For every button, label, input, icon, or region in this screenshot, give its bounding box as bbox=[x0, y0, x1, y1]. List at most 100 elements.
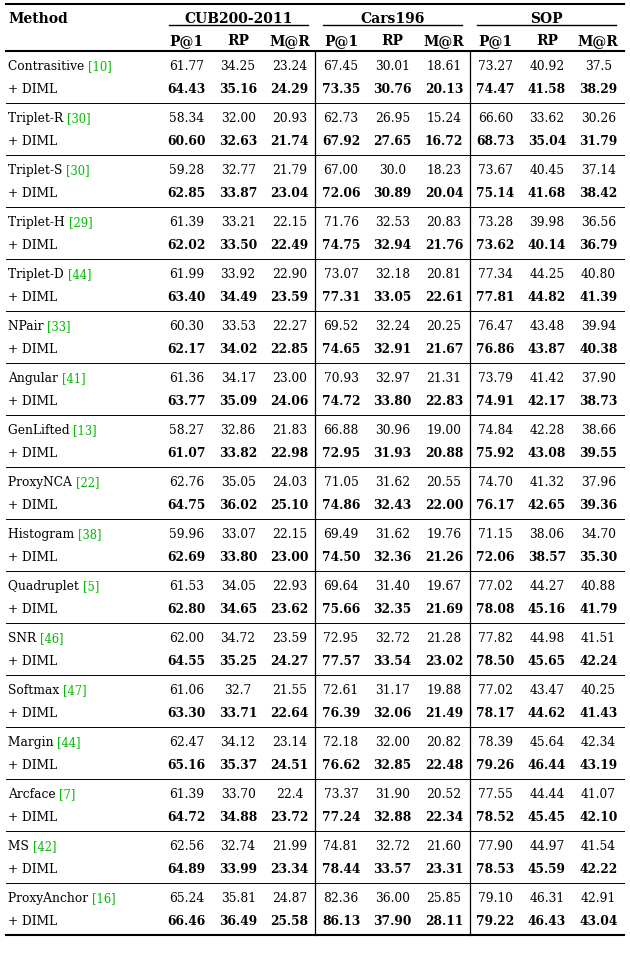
Text: 42.34: 42.34 bbox=[581, 735, 616, 748]
Text: 20.52: 20.52 bbox=[427, 787, 462, 800]
Text: 60.30: 60.30 bbox=[169, 320, 204, 332]
Text: 65.16: 65.16 bbox=[168, 758, 206, 771]
Text: 42.22: 42.22 bbox=[579, 862, 617, 875]
Text: + DIML: + DIML bbox=[8, 706, 57, 719]
Text: 36.56: 36.56 bbox=[581, 216, 616, 229]
Text: 72.95: 72.95 bbox=[323, 632, 358, 644]
Text: 69.64: 69.64 bbox=[323, 579, 358, 592]
Text: 22.61: 22.61 bbox=[425, 291, 463, 303]
Text: 63.30: 63.30 bbox=[168, 706, 206, 719]
Text: 63.77: 63.77 bbox=[168, 394, 206, 408]
Text: 37.96: 37.96 bbox=[581, 476, 616, 488]
Text: 23.02: 23.02 bbox=[425, 654, 463, 668]
Text: 74.75: 74.75 bbox=[322, 238, 360, 252]
Text: 23.00: 23.00 bbox=[270, 550, 309, 563]
Text: 67.92: 67.92 bbox=[322, 135, 360, 148]
Text: 21.99: 21.99 bbox=[272, 839, 307, 852]
Text: 73.62: 73.62 bbox=[476, 238, 515, 252]
Text: 60.60: 60.60 bbox=[168, 135, 206, 148]
Text: 41.43: 41.43 bbox=[579, 706, 617, 719]
Text: 74.72: 74.72 bbox=[322, 394, 360, 408]
Text: 43.19: 43.19 bbox=[579, 758, 617, 771]
Text: 21.55: 21.55 bbox=[272, 683, 307, 697]
Text: 75.66: 75.66 bbox=[322, 603, 360, 615]
Text: 23.59: 23.59 bbox=[272, 632, 307, 644]
Text: 77.90: 77.90 bbox=[478, 839, 513, 852]
Text: 38.57: 38.57 bbox=[528, 550, 566, 563]
Text: 78.08: 78.08 bbox=[476, 603, 515, 615]
Text: 32.91: 32.91 bbox=[374, 343, 411, 356]
Text: [42]: [42] bbox=[33, 839, 56, 852]
Text: [29]: [29] bbox=[69, 216, 92, 229]
Text: 76.47: 76.47 bbox=[478, 320, 513, 332]
Text: 32.86: 32.86 bbox=[220, 423, 256, 437]
Text: 74.91: 74.91 bbox=[476, 394, 515, 408]
Text: 22.00: 22.00 bbox=[425, 498, 463, 512]
Text: 33.82: 33.82 bbox=[219, 447, 257, 459]
Text: 62.69: 62.69 bbox=[168, 550, 206, 563]
Text: 40.25: 40.25 bbox=[581, 683, 616, 697]
Text: 21.49: 21.49 bbox=[425, 706, 463, 719]
Text: 72.95: 72.95 bbox=[322, 447, 360, 459]
Text: 86.13: 86.13 bbox=[322, 914, 360, 927]
Text: 32.43: 32.43 bbox=[374, 498, 411, 512]
Text: + DIML: + DIML bbox=[8, 394, 57, 408]
Text: 23.24: 23.24 bbox=[272, 60, 307, 73]
Text: 22.64: 22.64 bbox=[270, 706, 309, 719]
Text: 39.98: 39.98 bbox=[529, 216, 564, 229]
Text: 22.15: 22.15 bbox=[272, 216, 307, 229]
Text: 77.57: 77.57 bbox=[322, 654, 360, 668]
Text: 72.06: 72.06 bbox=[322, 187, 360, 200]
Text: 77.02: 77.02 bbox=[478, 683, 513, 697]
Text: 74.81: 74.81 bbox=[323, 839, 358, 852]
Text: ProxyNCA: ProxyNCA bbox=[8, 476, 76, 488]
Text: 65.24: 65.24 bbox=[169, 891, 204, 904]
Text: 32.72: 32.72 bbox=[375, 839, 410, 852]
Text: 33.21: 33.21 bbox=[220, 216, 256, 229]
Text: 40.88: 40.88 bbox=[581, 579, 616, 592]
Text: [46]: [46] bbox=[40, 632, 64, 644]
Text: 41.07: 41.07 bbox=[581, 787, 616, 800]
Text: Cars196: Cars196 bbox=[360, 12, 425, 26]
Text: 62.76: 62.76 bbox=[169, 476, 204, 488]
Text: 41.79: 41.79 bbox=[579, 603, 617, 615]
Text: NPair: NPair bbox=[8, 320, 47, 332]
Text: 22.98: 22.98 bbox=[270, 447, 309, 459]
Text: 33.62: 33.62 bbox=[529, 112, 564, 125]
Text: MS: MS bbox=[8, 839, 33, 852]
Text: 42.17: 42.17 bbox=[528, 394, 566, 408]
Text: 33.71: 33.71 bbox=[219, 706, 257, 719]
Text: 32.24: 32.24 bbox=[375, 320, 410, 332]
Text: 32.88: 32.88 bbox=[374, 810, 411, 823]
Text: 73.79: 73.79 bbox=[478, 372, 513, 385]
Text: 35.16: 35.16 bbox=[219, 83, 257, 96]
Text: 62.17: 62.17 bbox=[168, 343, 206, 356]
Text: 74.70: 74.70 bbox=[478, 476, 513, 488]
Text: 42.28: 42.28 bbox=[529, 423, 564, 437]
Text: 33.99: 33.99 bbox=[219, 862, 257, 875]
Text: Margin: Margin bbox=[8, 735, 57, 748]
Text: 36.02: 36.02 bbox=[219, 498, 257, 512]
Text: 24.06: 24.06 bbox=[270, 394, 309, 408]
Text: 21.31: 21.31 bbox=[427, 372, 461, 385]
Text: 77.31: 77.31 bbox=[322, 291, 360, 303]
Text: 36.00: 36.00 bbox=[375, 891, 410, 904]
Text: 39.36: 39.36 bbox=[579, 498, 617, 512]
Text: 63.40: 63.40 bbox=[168, 291, 206, 303]
Text: 32.00: 32.00 bbox=[220, 112, 256, 125]
Text: 70.93: 70.93 bbox=[324, 372, 358, 385]
Text: 25.10: 25.10 bbox=[270, 498, 309, 512]
Text: 58.27: 58.27 bbox=[169, 423, 204, 437]
Text: 44.27: 44.27 bbox=[529, 579, 564, 592]
Text: 39.94: 39.94 bbox=[581, 320, 616, 332]
Text: 21.28: 21.28 bbox=[427, 632, 462, 644]
Text: 77.55: 77.55 bbox=[478, 787, 513, 800]
Text: [44]: [44] bbox=[57, 735, 81, 748]
Text: 78.39: 78.39 bbox=[478, 735, 513, 748]
Text: 61.99: 61.99 bbox=[169, 267, 204, 281]
Text: 71.05: 71.05 bbox=[324, 476, 358, 488]
Text: 61.39: 61.39 bbox=[169, 787, 204, 800]
Text: 45.65: 45.65 bbox=[528, 654, 566, 668]
Text: 46.43: 46.43 bbox=[528, 914, 566, 927]
Text: M@R: M@R bbox=[578, 34, 619, 47]
